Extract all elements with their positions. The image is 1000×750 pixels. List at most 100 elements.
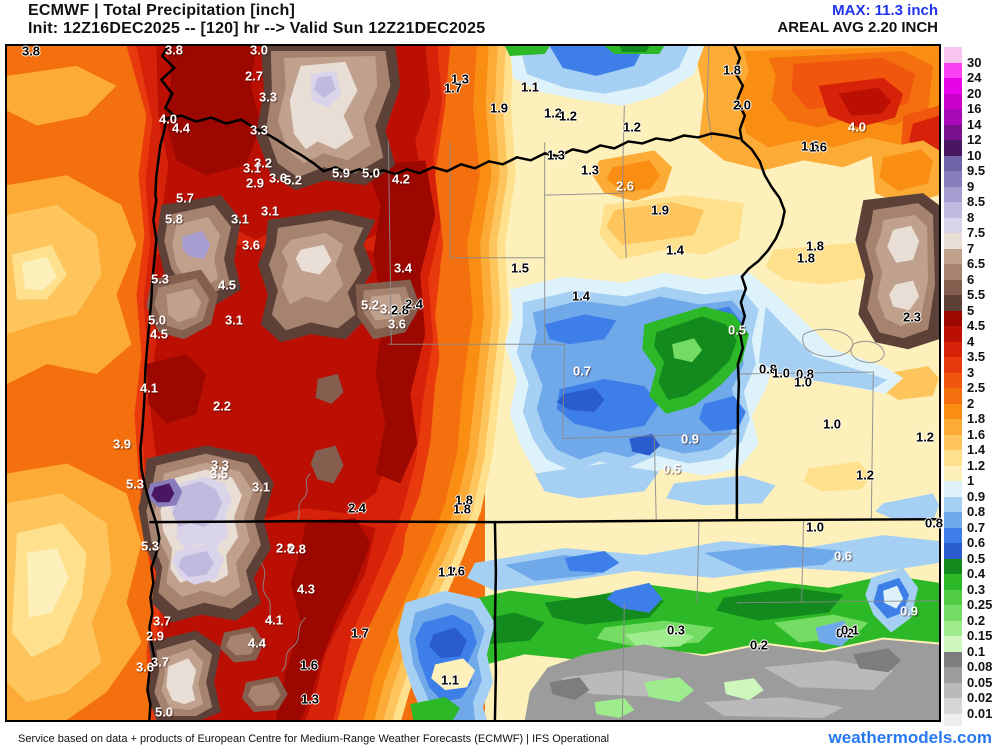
precip-value-label: 4.4 [171,120,191,136]
colorbar-swatch [944,124,962,140]
precip-value-label: 2.2 [212,398,232,414]
footer-bar: Service based on data + products of Euro… [0,726,1000,750]
colorbar-swatch [944,357,962,373]
colorbar-swatches [944,47,962,729]
precip-value-label: 2.3 [902,309,922,325]
precip-value-label: 1.2 [543,105,563,121]
colorbar-tick-label: 5.5 [967,287,986,302]
colorbar-swatch [944,47,962,63]
colorbar-swatch [944,295,962,311]
colorbar-tick-label: 0.05 [967,674,993,690]
header-bar: ECMWF | Total Precipitation [inch] Init:… [0,0,1000,44]
precipitation-contours [7,46,939,720]
areal-avg-value: AREAL AVG 2.20 INCH [777,19,938,36]
precip-value-label: 1.2 [855,467,875,483]
precip-value-label: 0.5 [662,461,682,477]
precip-value-label: 2.9 [145,628,165,644]
precip-value-label: 1.3 [546,147,566,163]
precip-value-label: 0.8 [758,361,778,377]
precip-value-label: 3.6 [241,237,261,253]
precip-value-label: 4.0 [158,111,178,127]
precip-value-label: 1.4 [665,242,685,258]
colorbar-swatch [944,264,962,280]
precip-value-label: 3.4 [393,260,413,276]
colorbar-swatch [944,682,962,698]
colorbar-tick-label: 0.1 [967,643,986,659]
colorbar-tick-label: 20 [967,85,982,101]
precip-value-label: 4.0 [847,119,867,135]
colorbar-tick-label: 9.5 [967,163,986,178]
colorbar-tick-label: 3 [967,364,975,380]
precip-value-label: 0.2 [835,625,855,641]
precip-value-label: 2.9 [245,175,265,191]
colorbar-tick-label: 0.15 [967,628,993,643]
colorbar-swatch [944,512,962,528]
colorbar-swatch [944,620,962,636]
weathermodels-link[interactable]: weathermodels.com [828,728,992,747]
precip-value-label: 3.3 [258,89,278,105]
precip-value-label: 5.0 [147,312,167,328]
colorbar-swatch [944,527,962,543]
colorbar-swatch [944,496,962,512]
precip-value-label: 1.0 [805,519,825,535]
precip-value-label: 1.9 [489,100,509,116]
precip-value-label: 3.7 [152,613,172,629]
precip-value-label: 3.5 [209,466,229,482]
precip-value-label: 1.6 [446,563,466,579]
precip-value-label: 0.7 [572,363,592,379]
colorbar-swatch [944,589,962,605]
precip-value-label: 3.1 [224,312,244,328]
precip-value-label: 3.3 [249,122,269,138]
precip-value-label: 3.8 [21,43,41,59]
precip-value-label: 1.9 [650,202,670,218]
precip-value-label: 1.1 [440,672,460,688]
colorbar-swatch [944,450,962,466]
precip-value-label: 1.0 [822,416,842,432]
colorbar-tick-label: 8.5 [967,194,986,209]
precip-value-label: 2.6 [615,178,635,194]
precip-value-label: 3.7 [150,654,170,670]
colorbar-swatch [944,233,962,249]
colorbar-tick-label: 14 [967,116,982,132]
precip-value-label: 1.7 [350,625,370,641]
precipitation-map[interactable]: 3.8 3.8 3.0 2.7 3.3 4.0 4.4 3.3 3.2 3.1 2.9 3.6 5.2 5… [5,43,943,722]
precip-value-label: 2.0 [732,97,752,113]
precip-value-label: 0.8 [795,366,815,382]
precip-value-label: 1.8 [805,238,825,254]
precip-value-label: 1.3 [300,691,320,707]
precip-value-label: 4.1 [264,612,284,628]
precip-value-label: 3.6 [268,170,288,186]
colorbar-tick-label: 1.8 [967,411,986,426]
colorbar-swatch [944,434,962,450]
precip-value-label: 5.2 [283,172,303,188]
precip-value-label: 3.6 [135,659,155,675]
colorbar-tick-label: 24 [967,70,982,85]
precip-value-label: 1.5 [510,260,530,276]
colorbar-tick-label: 2.5 [967,380,986,395]
colorbar-swatch [944,109,962,125]
colorbar-swatch [944,372,962,388]
colorbar-swatch [944,465,962,481]
precip-value-label: 1.3 [450,71,470,87]
precip-value-label: 5.3 [150,271,170,287]
precip-value-label: 3.2 [253,155,273,171]
precip-value-label: 2.8 [275,540,295,556]
title-block: ECMWF | Total Precipitation [inch] Init:… [28,2,485,38]
colorbar-swatch [944,171,962,187]
precip-value-label: 4.4 [247,635,267,651]
colorbar-tick-label: 9 [967,178,975,194]
precip-value-label: 1.8 [796,250,816,266]
precip-value-label: 2.7 [244,68,264,84]
precip-value-label: 1.8 [454,492,474,508]
colorbar-tick-label: 5 [967,302,975,318]
precip-value-label: 1.7 [443,80,463,96]
colorbar-swatch [944,713,962,729]
precip-value-label: 0.2 [749,637,769,653]
precip-value-label: 1.5 [800,138,820,154]
precip-value-label: 1.0 [793,374,813,390]
colorbar-swatch [944,667,962,683]
precip-value-label: 5.0 [154,704,174,720]
precip-value-label: 4.1 [139,380,159,396]
precip-value-label: 5.2 [360,297,380,313]
colorbar-tick-label: 0.25 [967,597,993,612]
